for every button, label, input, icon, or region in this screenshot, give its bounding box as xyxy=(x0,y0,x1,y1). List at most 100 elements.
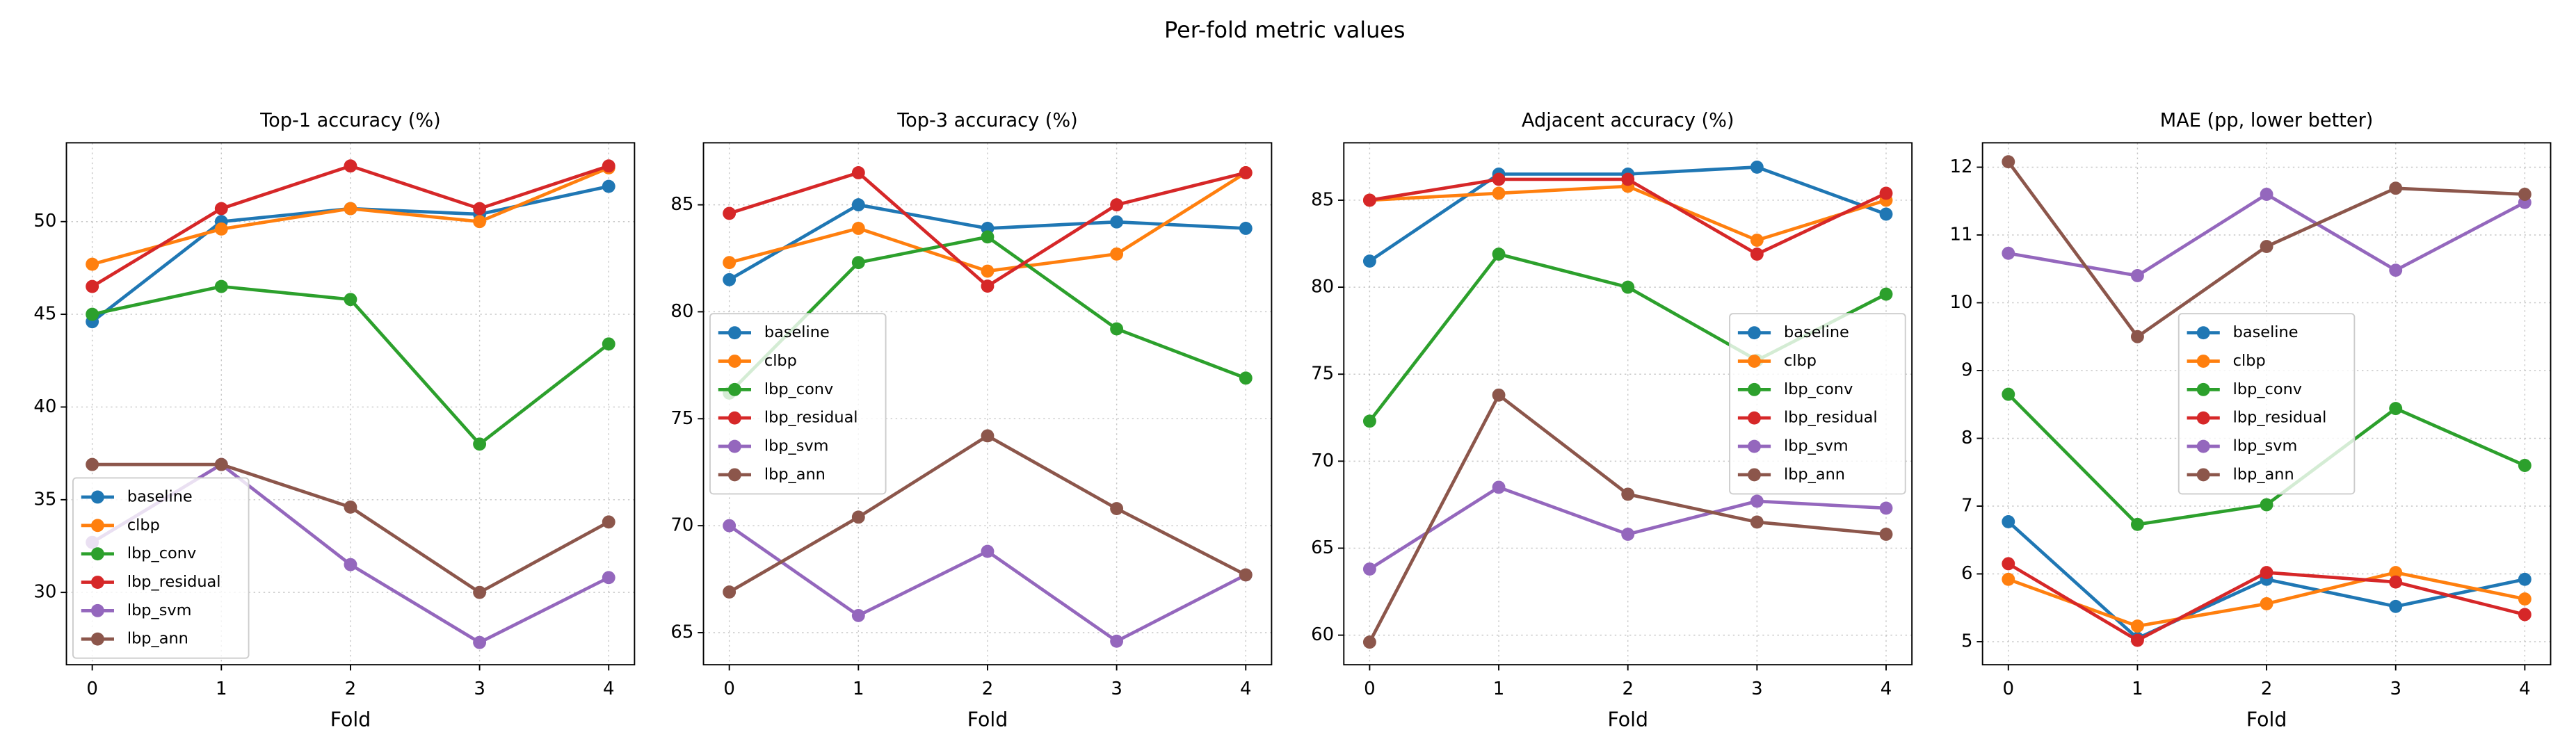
point xyxy=(1239,222,1253,235)
point xyxy=(344,159,357,173)
legend-marker xyxy=(90,519,104,533)
y-tick-label: 75 xyxy=(1311,364,1334,384)
subplot: Adjacent accuracy (%) 60 65 70 75 80 85 0 1 2 3 4 Fo… xyxy=(1311,110,1913,731)
point xyxy=(2130,517,2144,531)
y-tick-label: 30 xyxy=(33,582,56,603)
point xyxy=(86,279,99,293)
plot-frame xyxy=(702,142,1273,666)
x-tick-label: 3 xyxy=(1751,679,1763,699)
point xyxy=(2389,599,2403,613)
y-tick-label: 45 xyxy=(33,304,56,325)
legend-marker xyxy=(90,490,104,504)
legend-label: clbp xyxy=(127,516,160,534)
point xyxy=(1239,166,1253,179)
legend-label: lbp_conv xyxy=(764,380,833,398)
legend-marker xyxy=(2196,439,2210,453)
point xyxy=(851,510,865,524)
point xyxy=(2389,575,2403,589)
x-tick-label: 3 xyxy=(2390,679,2401,699)
point xyxy=(1492,388,1506,402)
point xyxy=(1110,247,1124,261)
legend-label: lbp_ann xyxy=(764,465,826,483)
x-tick-label: 0 xyxy=(1364,679,1376,699)
point xyxy=(2389,566,2403,579)
y-tick-label: 10 xyxy=(1949,292,1972,313)
x-tick-label: 0 xyxy=(86,679,98,699)
point xyxy=(1750,234,1764,247)
point xyxy=(1239,371,1253,385)
y-tick-label: 60 xyxy=(1311,624,1334,645)
y-tick-label: 80 xyxy=(670,301,693,322)
point xyxy=(1750,515,1764,529)
point xyxy=(1492,172,1506,186)
legend-marker xyxy=(2196,326,2210,340)
plot-frame xyxy=(1981,142,2552,666)
legend-marker xyxy=(90,547,104,561)
legend-marker xyxy=(2196,411,2210,425)
point xyxy=(1110,502,1124,515)
x-tick-label: 1 xyxy=(2132,679,2143,699)
point xyxy=(602,337,615,351)
point xyxy=(723,585,736,599)
point xyxy=(2002,514,2015,528)
legend-label: clbp xyxy=(2233,352,2266,370)
point xyxy=(1621,280,1635,294)
point xyxy=(723,273,736,286)
point xyxy=(1750,160,1764,174)
x-axis-label: Fold xyxy=(2246,708,2287,731)
subplot-title: Top-1 accuracy (%) xyxy=(259,110,441,131)
legend-label: lbp_ann xyxy=(1784,465,1845,483)
x-tick-label: 1 xyxy=(216,679,227,699)
legend-label: baseline xyxy=(764,323,830,341)
legend-marker xyxy=(727,468,741,482)
legend-marker xyxy=(1748,382,1761,396)
y-tick-label: 35 xyxy=(33,489,56,510)
legend-label: lbp_svm xyxy=(127,601,192,619)
point xyxy=(2260,188,2273,201)
legend-marker xyxy=(727,355,741,368)
point xyxy=(1621,172,1635,186)
point xyxy=(1879,287,1893,301)
point xyxy=(473,585,487,599)
legend-box xyxy=(2177,313,2356,495)
legend-label: clbp xyxy=(1784,352,1817,370)
x-axis-label: Fold xyxy=(967,708,1008,731)
y-tick-label: 80 xyxy=(1311,277,1334,298)
x-tick-label: 4 xyxy=(603,679,615,699)
y-tick-label: 11 xyxy=(1949,224,1972,245)
point xyxy=(981,230,995,244)
point xyxy=(2002,387,2015,401)
y-tick-label: 85 xyxy=(1311,189,1334,210)
subplot-title: MAE (pp, lower better) xyxy=(2160,110,2374,131)
point xyxy=(2389,402,2403,416)
point xyxy=(851,256,865,270)
x-tick-label: 4 xyxy=(2519,679,2531,699)
point xyxy=(723,256,736,270)
point xyxy=(851,608,865,622)
legend-marker xyxy=(1748,439,1761,453)
x-axis-label: Fold xyxy=(1607,708,1648,731)
point xyxy=(1362,254,1376,268)
point xyxy=(344,501,357,514)
point xyxy=(1750,247,1764,261)
legend-marker xyxy=(2196,382,2210,396)
y-tick-label: 50 xyxy=(33,211,56,232)
point xyxy=(602,571,615,585)
point xyxy=(1362,635,1376,649)
legend-label: baseline xyxy=(1784,323,1849,341)
legend-label: lbp_ann xyxy=(127,630,188,648)
point xyxy=(214,279,228,293)
point xyxy=(86,257,99,271)
point xyxy=(344,293,357,307)
point xyxy=(1492,247,1506,261)
y-tick-label: 9 xyxy=(1961,359,1973,380)
y-tick-label: 7 xyxy=(1961,496,1973,517)
point xyxy=(473,635,487,649)
legend: baseline clbp lbp_conv lbp_residual lbp_svml… xyxy=(2177,313,2356,495)
legend-label: lbp_residual xyxy=(2233,409,2327,427)
point xyxy=(2518,572,2531,586)
point xyxy=(2130,269,2144,282)
legend: baseline clbp lbp_conv lbp_residual lbp_svml… xyxy=(1729,313,1906,495)
legend-label: lbp_svm xyxy=(1784,437,1849,455)
